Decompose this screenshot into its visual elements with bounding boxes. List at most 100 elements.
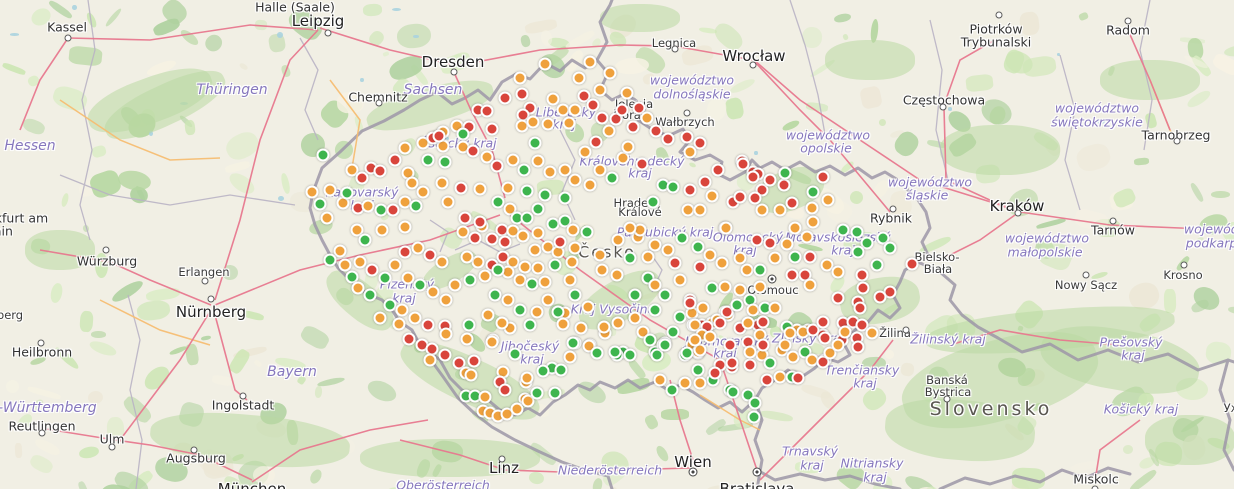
status-dot-orange[interactable] <box>688 333 702 347</box>
status-dot-orange[interactable] <box>820 258 834 272</box>
status-dot-orange[interactable] <box>464 368 478 382</box>
status-dot-orange[interactable] <box>603 66 617 80</box>
status-dot-orange[interactable] <box>673 273 687 287</box>
status-dot-orange[interactable] <box>401 271 415 285</box>
status-dot-orange[interactable] <box>398 141 412 155</box>
status-dot-orange[interactable] <box>566 223 580 237</box>
status-dot-orange[interactable] <box>565 255 579 269</box>
status-dot-red[interactable] <box>777 178 791 192</box>
status-dot-green[interactable] <box>491 263 505 277</box>
status-dot-green[interactable] <box>628 288 642 302</box>
status-dot-red[interactable] <box>438 348 452 362</box>
status-dot-orange[interactable] <box>506 153 520 167</box>
status-dot-orange[interactable] <box>597 320 611 334</box>
status-dot-orange[interactable] <box>460 332 474 346</box>
status-dot-red[interactable] <box>756 315 770 329</box>
status-dot-green[interactable] <box>313 197 327 211</box>
status-dot-orange[interactable] <box>696 301 710 315</box>
status-dot-orange[interactable] <box>305 185 319 199</box>
status-dot-green[interactable] <box>345 270 359 284</box>
status-dot-red[interactable] <box>458 211 472 225</box>
status-dot-green[interactable] <box>623 348 637 362</box>
status-dot-orange[interactable] <box>323 183 337 197</box>
status-dot-green[interactable] <box>658 288 672 302</box>
status-dot-red[interactable] <box>723 338 737 352</box>
status-dot-orange[interactable] <box>423 353 437 367</box>
status-dot-orange[interactable] <box>563 273 577 287</box>
status-dot-green[interactable] <box>705 281 719 295</box>
status-dot-green[interactable] <box>378 271 392 285</box>
status-dot-orange[interactable] <box>546 92 560 106</box>
status-dot-green[interactable] <box>691 363 705 377</box>
status-dot-orange[interactable] <box>653 373 667 387</box>
status-dot-green[interactable] <box>340 186 354 200</box>
status-dot-orange[interactable] <box>805 201 819 215</box>
status-dot-orange[interactable] <box>441 195 455 209</box>
status-dot-orange[interactable] <box>768 301 782 315</box>
status-dot-orange[interactable] <box>648 238 662 252</box>
status-dot-orange[interactable] <box>718 280 732 294</box>
status-dot-green[interactable] <box>462 318 476 332</box>
status-dot-orange[interactable] <box>611 316 625 330</box>
status-dot-green[interactable] <box>788 250 802 264</box>
status-dot-green[interactable] <box>488 288 502 302</box>
status-dot-red[interactable] <box>816 170 830 184</box>
status-dot-red[interactable] <box>452 356 466 370</box>
status-dot-orange[interactable] <box>788 221 802 235</box>
status-dot-green[interactable] <box>463 273 477 287</box>
status-dot-green[interactable] <box>680 346 694 360</box>
status-dot-green[interactable] <box>491 195 505 209</box>
status-dot-orange[interactable] <box>375 223 389 237</box>
status-dot-orange[interactable] <box>693 343 707 357</box>
status-dot-orange[interactable] <box>541 293 555 307</box>
status-dot-green[interactable] <box>883 241 897 255</box>
status-dot-red[interactable] <box>791 371 805 385</box>
status-dot-red[interactable] <box>708 366 722 380</box>
status-dot-red[interactable] <box>760 373 774 387</box>
status-dot-orange[interactable] <box>800 230 814 244</box>
status-dot-green[interactable] <box>531 202 545 216</box>
status-dot-orange[interactable] <box>568 241 582 255</box>
status-dot-orange[interactable] <box>531 261 545 275</box>
status-dot-orange[interactable] <box>345 163 359 177</box>
status-dot-green[interactable] <box>523 318 537 332</box>
status-dot-green[interactable] <box>643 333 657 347</box>
status-dot-red[interactable] <box>632 101 646 115</box>
status-dot-orange[interactable] <box>719 221 733 235</box>
status-dot-green[interactable] <box>513 303 527 317</box>
status-dot-orange[interactable] <box>803 278 817 292</box>
status-dot-orange[interactable] <box>408 311 422 325</box>
status-dot-orange[interactable] <box>350 223 364 237</box>
status-dot-green[interactable] <box>536 364 550 378</box>
status-dot-green[interactable] <box>646 195 660 209</box>
status-dot-red[interactable] <box>743 358 757 372</box>
status-dot-red[interactable] <box>661 132 675 146</box>
status-dot-green[interactable] <box>605 171 619 185</box>
status-dot-red[interactable] <box>432 129 446 143</box>
status-dot-red[interactable] <box>683 183 697 197</box>
status-dot-red[interactable] <box>725 356 739 370</box>
status-dot-orange[interactable] <box>623 221 637 235</box>
status-dot-green[interactable] <box>860 236 874 250</box>
status-dot-orange[interactable] <box>640 111 654 125</box>
status-dot-green[interactable] <box>726 385 740 399</box>
status-dot-green[interactable] <box>413 278 427 292</box>
status-dot-orange[interactable] <box>373 311 387 325</box>
status-dot-red[interactable] <box>763 173 777 187</box>
status-dot-red[interactable] <box>756 338 770 352</box>
status-dot-orange[interactable] <box>538 275 552 289</box>
status-dot-green[interactable] <box>876 231 890 245</box>
status-dot-orange[interactable] <box>392 317 406 331</box>
status-dot-green[interactable] <box>554 363 568 377</box>
status-dot-red[interactable] <box>680 130 694 144</box>
status-dot-red[interactable] <box>851 340 865 354</box>
status-dot-orange[interactable] <box>583 178 597 192</box>
status-dot-orange[interactable] <box>501 293 515 307</box>
status-dot-red[interactable] <box>467 354 481 368</box>
status-dot-orange[interactable] <box>831 265 845 279</box>
status-dot-green[interactable] <box>409 199 423 213</box>
status-dot-orange[interactable] <box>439 327 453 341</box>
status-dot-green[interactable] <box>438 155 452 169</box>
status-dot-orange[interactable] <box>411 241 425 255</box>
status-dot-green[interactable] <box>747 410 761 424</box>
